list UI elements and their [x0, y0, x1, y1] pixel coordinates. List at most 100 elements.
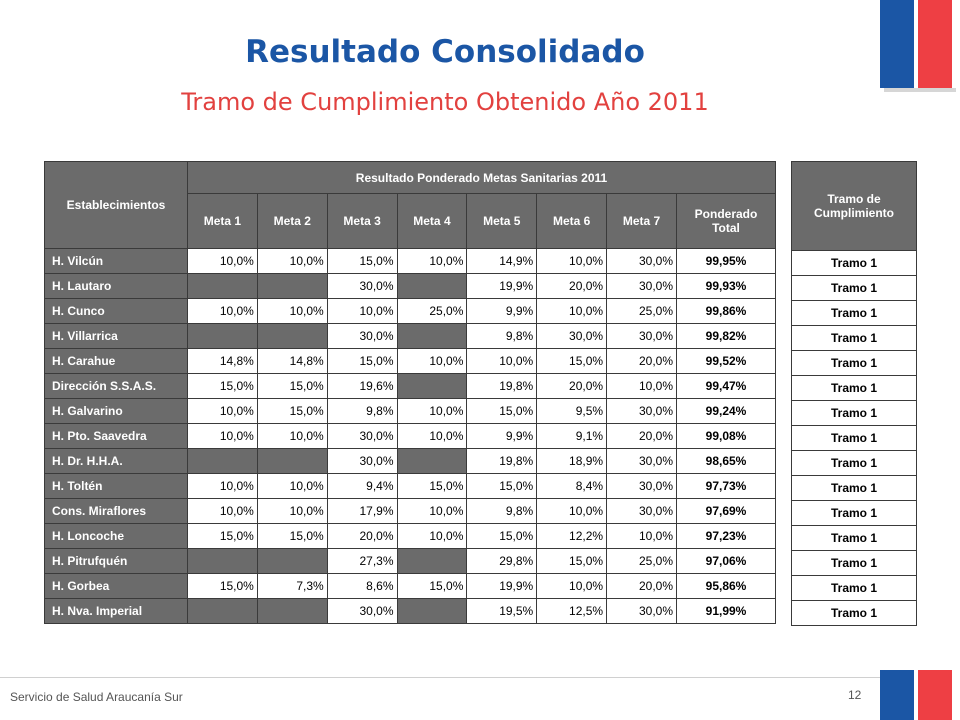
table-row: Tramo 1 [791, 550, 917, 576]
table-row: Dirección S.S.A.S. 15,0% 15,0% 19,6% 19,8% 20… [44, 373, 776, 399]
meta-value: 19,5% [466, 598, 538, 624]
meta-value: 20,0% [536, 373, 608, 399]
meta-value: 9,4% [326, 473, 398, 499]
meta-value: 15,0% [256, 523, 328, 549]
meta-value: 30,0% [606, 323, 677, 349]
tramo-value: Tramo 1 [791, 575, 917, 601]
meta-value: 30,0% [606, 273, 677, 299]
meta-value: 10,0% [256, 498, 328, 524]
empty-cell [256, 273, 328, 299]
meta-value: 30,0% [606, 398, 677, 424]
empty-cell [187, 273, 258, 299]
table-row: Tramo 1 [791, 400, 917, 426]
meta-value: 30,0% [606, 598, 677, 624]
meta-value: 20,0% [606, 348, 677, 374]
meta-value: 15,0% [256, 398, 328, 424]
meta-value: 30,0% [536, 323, 608, 349]
empty-cell [187, 448, 258, 474]
meta-value: 10,0% [256, 473, 328, 499]
row-name: Dirección S.S.A.S. [44, 373, 188, 399]
header-group: Resultado Ponderado Metas Sanitarias 201… [187, 161, 776, 194]
table-row: Tramo 1 [791, 300, 917, 326]
row-name: H. Villarrica [44, 323, 188, 349]
meta-value: 20,0% [606, 423, 677, 449]
ponderado-total-value: 99,24% [676, 398, 776, 424]
meta-value: 30,0% [606, 473, 677, 499]
meta-value: 19,8% [466, 448, 538, 474]
meta-value: 15,0% [326, 248, 398, 274]
meta-value: 10,0% [606, 373, 677, 399]
row-name: H. Pitrufquén [44, 548, 188, 574]
table-row: H. Loncoche 15,0% 15,0% 20,0% 10,0% 15,0% 12,2… [44, 523, 776, 549]
meta-value: 9,8% [326, 398, 398, 424]
meta-value: 15,0% [187, 373, 258, 399]
table-row: Cons. Miraflores 10,0% 10,0% 17,9% 10,0% 9,8%… [44, 498, 776, 524]
meta-value: 10,0% [187, 473, 258, 499]
table-row: H. Nva. Imperial 30,0% 19,5% 12,5% 30,0% 91,9… [44, 598, 776, 624]
table-row: H. Gorbea 15,0% 7,3% 8,6% 15,0% 19,9% 10,0% 20,… [44, 573, 776, 599]
table-row: Tramo 1 [791, 450, 917, 476]
ponderado-total-value: 95,86% [676, 573, 776, 599]
tramo-value: Tramo 1 [791, 600, 917, 626]
meta-value: 10,0% [606, 523, 677, 549]
meta-value: 9,9% [466, 423, 538, 449]
header-meta-2: Meta 2 [256, 193, 328, 249]
row-name: H. Lautaro [44, 273, 188, 299]
meta-value: 15,0% [536, 548, 608, 574]
empty-cell [256, 448, 328, 474]
table-row: H. Cunco 10,0% 10,0% 10,0% 25,0% 9,9% 10,0% 25,… [44, 298, 776, 324]
meta-value: 10,0% [187, 248, 258, 274]
meta-value: 15,0% [466, 523, 538, 549]
meta-value: 15,0% [396, 473, 468, 499]
meta-value: 30,0% [326, 273, 398, 299]
tramo-value: Tramo 1 [791, 550, 917, 576]
meta-value: 19,6% [326, 373, 398, 399]
meta-value: 14,8% [187, 348, 258, 374]
header-ponderado-total: Ponderado Total [676, 193, 776, 249]
meta-value: 14,9% [466, 248, 538, 274]
meta-value: 9,9% [466, 298, 538, 324]
meta-value: 10,0% [187, 298, 258, 324]
meta-value: 10,0% [326, 298, 398, 324]
tramo-value: Tramo 1 [791, 500, 917, 526]
meta-value: 30,0% [326, 448, 398, 474]
ponderado-total-value: 97,69% [676, 498, 776, 524]
meta-value: 8,4% [536, 473, 608, 499]
empty-cell [396, 273, 468, 299]
meta-value: 15,0% [466, 398, 538, 424]
meta-value: 15,0% [466, 473, 538, 499]
empty-cell [396, 448, 468, 474]
meta-value: 10,0% [396, 398, 468, 424]
empty-cell [187, 548, 258, 574]
header-meta-7: Meta 7 [606, 193, 677, 249]
table-row: Tramo 1 [791, 250, 917, 276]
table-row: H. Pto. Saavedra 10,0% 10,0% 30,0% 10,0% 9,9%… [44, 423, 776, 449]
empty-cell [396, 323, 468, 349]
meta-value: 30,0% [326, 598, 398, 624]
meta-value: 10,0% [396, 423, 468, 449]
tramo-table: Tramo de Cumplimiento Tramo 1 Tramo 1 Tram… [791, 161, 917, 626]
row-name: H. Loncoche [44, 523, 188, 549]
meta-value: 10,0% [256, 423, 328, 449]
meta-value: 15,0% [187, 523, 258, 549]
meta-value: 25,0% [606, 548, 677, 574]
meta-value: 30,0% [606, 498, 677, 524]
ponderado-total-value: 99,08% [676, 423, 776, 449]
row-name: H. Pto. Saavedra [44, 423, 188, 449]
row-name: H. Vilcún [44, 248, 188, 274]
header-meta-6: Meta 6 [536, 193, 608, 249]
page-title: Resultado Consolidado [245, 34, 645, 70]
meta-value: 10,0% [396, 523, 468, 549]
meta-value: 15,0% [326, 348, 398, 374]
meta-value: 25,0% [606, 298, 677, 324]
table-row: Tramo 1 [791, 325, 917, 351]
ponderado-total-value: 99,82% [676, 323, 776, 349]
tramo-value: Tramo 1 [791, 325, 917, 351]
tramo-value: Tramo 1 [791, 400, 917, 426]
meta-value: 10,0% [187, 398, 258, 424]
empty-cell [396, 548, 468, 574]
empty-cell [396, 598, 468, 624]
meta-value: 30,0% [326, 423, 398, 449]
meta-value: 20,0% [606, 573, 677, 599]
table-row: H. Lautaro 30,0% 19,9% 20,0% 30,0% 99,93% [44, 273, 776, 299]
